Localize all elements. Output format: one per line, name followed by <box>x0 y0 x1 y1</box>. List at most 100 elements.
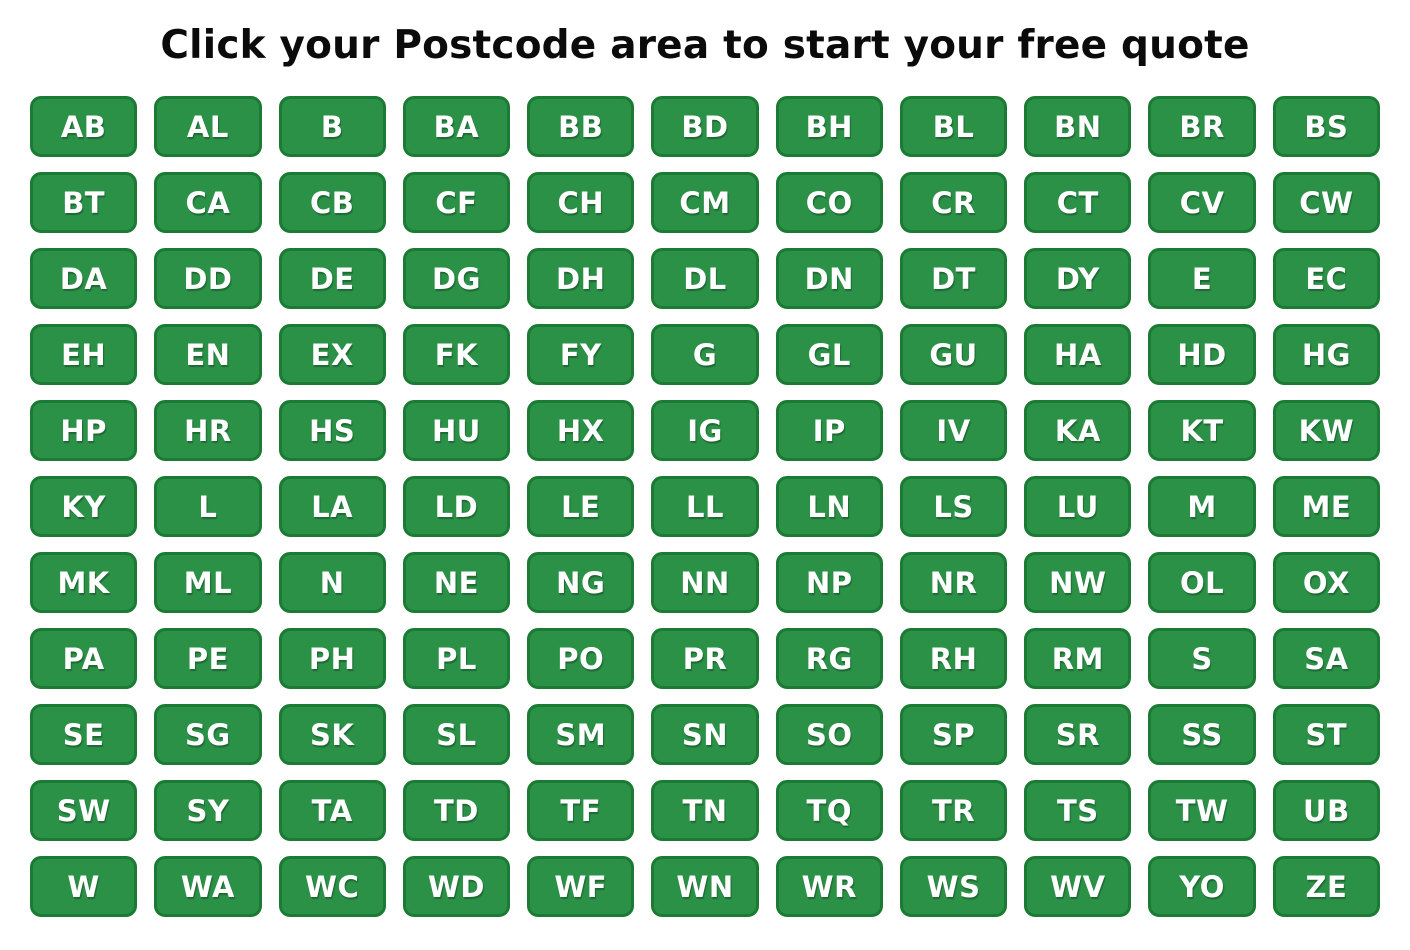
postcode-button-ta[interactable]: TA <box>278 780 386 841</box>
postcode-button-sw[interactable]: SW <box>30 780 138 841</box>
postcode-button-pl[interactable]: PL <box>402 628 511 689</box>
postcode-button-ls[interactable]: LS <box>899 476 1008 537</box>
postcode-button-wr[interactable]: WR <box>775 856 883 917</box>
postcode-button-ng[interactable]: NG <box>527 552 635 613</box>
postcode-button-fk[interactable]: FK <box>402 324 511 385</box>
postcode-button-nr[interactable]: NR <box>899 552 1008 613</box>
postcode-button-ws[interactable]: WS <box>899 856 1008 917</box>
postcode-button-en[interactable]: EN <box>154 324 262 385</box>
postcode-button-wn[interactable]: WN <box>651 856 759 917</box>
postcode-button-tf[interactable]: TF <box>527 780 635 841</box>
postcode-button-cb[interactable]: CB <box>278 172 386 233</box>
postcode-button-fy[interactable]: FY <box>527 324 635 385</box>
postcode-button-ub[interactable]: UB <box>1272 780 1380 841</box>
postcode-button-iv[interactable]: IV <box>899 400 1008 461</box>
postcode-button-hs[interactable]: HS <box>278 400 386 461</box>
postcode-button-ca[interactable]: CA <box>154 172 262 233</box>
postcode-button-sy[interactable]: SY <box>154 780 262 841</box>
postcode-button-ll[interactable]: LL <box>651 476 759 537</box>
postcode-button-wc[interactable]: WC <box>278 856 386 917</box>
postcode-button-br[interactable]: BR <box>1148 96 1256 157</box>
postcode-button-bb[interactable]: BB <box>527 96 635 157</box>
postcode-button-sn[interactable]: SN <box>651 704 759 765</box>
postcode-button-la[interactable]: LA <box>278 476 386 537</box>
postcode-button-w[interactable]: W <box>30 856 138 917</box>
postcode-button-nw[interactable]: NW <box>1024 552 1132 613</box>
postcode-button-bh[interactable]: BH <box>775 96 883 157</box>
postcode-button-s[interactable]: S <box>1148 628 1256 689</box>
postcode-button-ha[interactable]: HA <box>1024 324 1132 385</box>
postcode-button-sm[interactable]: SM <box>527 704 635 765</box>
postcode-button-cw[interactable]: CW <box>1272 172 1380 233</box>
postcode-button-dg[interactable]: DG <box>402 248 511 309</box>
postcode-button-lu[interactable]: LU <box>1024 476 1132 537</box>
postcode-button-ig[interactable]: IG <box>651 400 759 461</box>
postcode-button-ct[interactable]: CT <box>1024 172 1132 233</box>
postcode-button-al[interactable]: AL <box>154 96 262 157</box>
postcode-button-hr[interactable]: HR <box>154 400 262 461</box>
postcode-button-ec[interactable]: EC <box>1272 248 1380 309</box>
postcode-button-ka[interactable]: KA <box>1024 400 1132 461</box>
postcode-button-ba[interactable]: BA <box>402 96 511 157</box>
postcode-button-ky[interactable]: KY <box>30 476 138 537</box>
postcode-button-ol[interactable]: OL <box>1148 552 1256 613</box>
postcode-button-sr[interactable]: SR <box>1024 704 1132 765</box>
postcode-button-e[interactable]: E <box>1148 248 1256 309</box>
postcode-button-bl[interactable]: BL <box>899 96 1008 157</box>
postcode-button-pr[interactable]: PR <box>651 628 759 689</box>
postcode-button-ts[interactable]: TS <box>1024 780 1132 841</box>
postcode-button-mk[interactable]: MK <box>30 552 138 613</box>
postcode-button-ph[interactable]: PH <box>278 628 386 689</box>
postcode-button-wf[interactable]: WF <box>527 856 635 917</box>
postcode-button-de[interactable]: DE <box>278 248 386 309</box>
postcode-button-dy[interactable]: DY <box>1024 248 1132 309</box>
postcode-button-wv[interactable]: WV <box>1024 856 1132 917</box>
postcode-button-cm[interactable]: CM <box>651 172 759 233</box>
postcode-button-np[interactable]: NP <box>775 552 883 613</box>
postcode-button-sg[interactable]: SG <box>154 704 262 765</box>
postcode-button-hu[interactable]: HU <box>402 400 511 461</box>
postcode-button-g[interactable]: G <box>651 324 759 385</box>
postcode-button-b[interactable]: B <box>278 96 386 157</box>
postcode-button-wa[interactable]: WA <box>154 856 262 917</box>
postcode-button-sa[interactable]: SA <box>1272 628 1380 689</box>
postcode-button-rg[interactable]: RG <box>775 628 883 689</box>
postcode-button-rh[interactable]: RH <box>899 628 1008 689</box>
postcode-button-ss[interactable]: SS <box>1148 704 1256 765</box>
postcode-button-gl[interactable]: GL <box>775 324 883 385</box>
postcode-button-dt[interactable]: DT <box>899 248 1008 309</box>
postcode-button-dd[interactable]: DD <box>154 248 262 309</box>
postcode-button-tr[interactable]: TR <box>899 780 1008 841</box>
postcode-button-cv[interactable]: CV <box>1148 172 1256 233</box>
postcode-button-sk[interactable]: SK <box>278 704 386 765</box>
postcode-button-ml[interactable]: ML <box>154 552 262 613</box>
postcode-button-ex[interactable]: EX <box>278 324 386 385</box>
postcode-button-hg[interactable]: HG <box>1272 324 1380 385</box>
postcode-button-ln[interactable]: LN <box>775 476 883 537</box>
postcode-button-da[interactable]: DA <box>30 248 138 309</box>
postcode-button-cr[interactable]: CR <box>899 172 1008 233</box>
postcode-button-sp[interactable]: SP <box>899 704 1008 765</box>
postcode-button-tn[interactable]: TN <box>651 780 759 841</box>
postcode-button-dl[interactable]: DL <box>651 248 759 309</box>
postcode-button-co[interactable]: CO <box>775 172 883 233</box>
postcode-button-dh[interactable]: DH <box>527 248 635 309</box>
postcode-button-tw[interactable]: TW <box>1148 780 1256 841</box>
postcode-button-bd[interactable]: BD <box>651 96 759 157</box>
postcode-button-st[interactable]: ST <box>1272 704 1380 765</box>
postcode-button-po[interactable]: PO <box>527 628 635 689</box>
postcode-button-n[interactable]: N <box>278 552 386 613</box>
postcode-button-pe[interactable]: PE <box>154 628 262 689</box>
postcode-button-yo[interactable]: YO <box>1148 856 1256 917</box>
postcode-button-sl[interactable]: SL <box>402 704 511 765</box>
postcode-button-se[interactable]: SE <box>30 704 138 765</box>
postcode-button-ld[interactable]: LD <box>402 476 511 537</box>
postcode-button-rm[interactable]: RM <box>1024 628 1132 689</box>
postcode-button-l[interactable]: L <box>154 476 262 537</box>
postcode-button-cf[interactable]: CF <box>402 172 511 233</box>
postcode-button-le[interactable]: LE <box>527 476 635 537</box>
postcode-button-me[interactable]: ME <box>1272 476 1380 537</box>
postcode-button-nn[interactable]: NN <box>651 552 759 613</box>
postcode-button-ze[interactable]: ZE <box>1272 856 1380 917</box>
postcode-button-kw[interactable]: KW <box>1272 400 1380 461</box>
